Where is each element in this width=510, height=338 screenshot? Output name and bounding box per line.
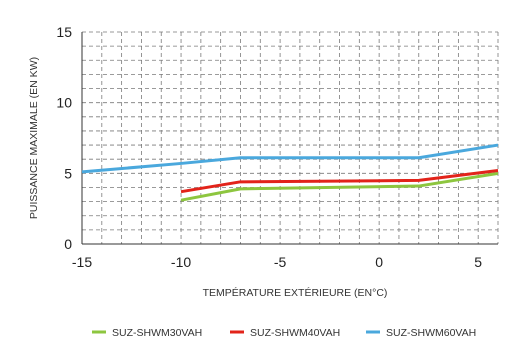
series-line [81,143,499,174]
series-line [180,169,499,194]
legend-label: SUZ-SHWM40VAH [250,327,340,338]
x-tick-label: -10 [171,254,191,270]
legend: SUZ-SHWM30VAH SUZ-SHWM40VAH SUZ-SHWM60VAH [92,327,476,338]
y-tick-label: 10 [56,95,72,111]
y-tick-label: 15 [56,24,72,40]
legend-label: SUZ-SHWM60VAH [386,327,476,338]
y-tick-label: 0 [64,236,72,252]
tick-labels: 0 5 10 15 -15 -10 -5 0 5 [56,24,482,270]
x-tick-label: 0 [375,254,383,270]
y-axis-label: PUISSANCE MAXIMALE (EN KW) [28,57,40,219]
axes [81,32,498,245]
grid [81,31,499,245]
x-tick-label: 5 [474,254,482,270]
x-tick-label: -15 [72,254,92,270]
legend-label: SUZ-SHWM30VAH [112,327,202,338]
series-line [180,171,499,202]
y-tick-label: 5 [64,165,72,181]
x-axis-label: TEMPÉRATURE EXTÉRIEURE (EN°C) [203,286,388,299]
series-lines [81,143,499,202]
x-tick-label: -5 [274,254,287,270]
